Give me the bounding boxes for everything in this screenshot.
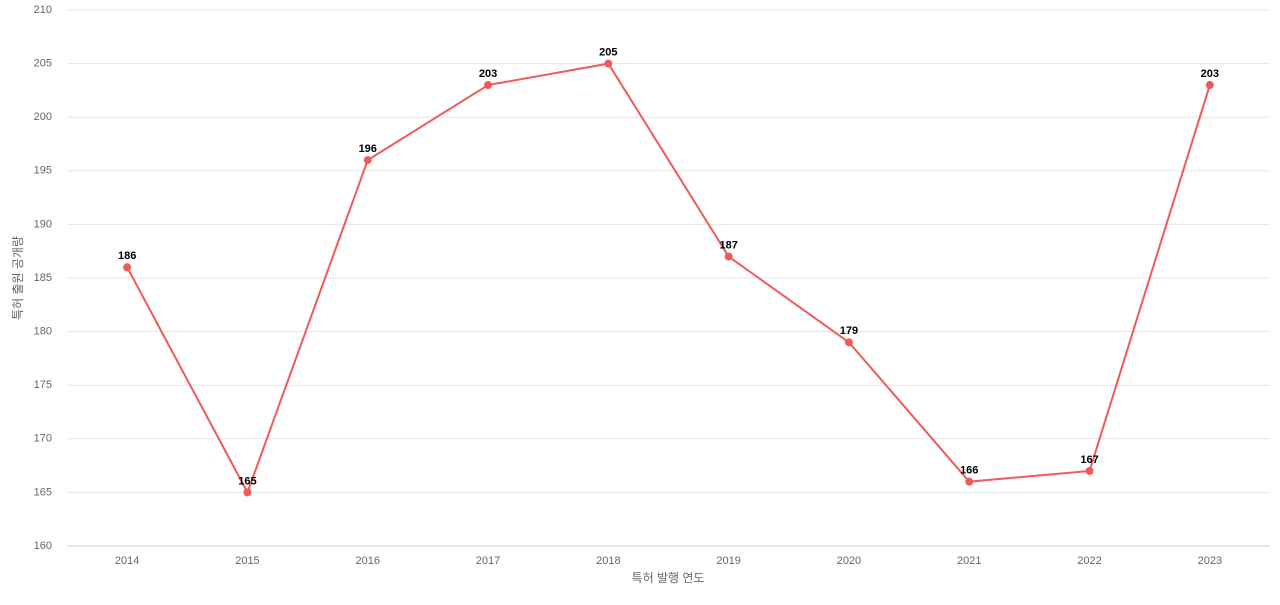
data-label: 186 xyxy=(118,250,136,262)
data-label: 166 xyxy=(960,465,978,477)
data-label: 196 xyxy=(359,143,377,155)
x-axis-label: 특허 발행 연도 xyxy=(632,570,705,585)
data-label: 203 xyxy=(479,68,497,80)
x-tick-label: 2018 xyxy=(596,555,620,567)
y-tick-label: 165 xyxy=(34,486,52,498)
y-tick-label: 180 xyxy=(34,326,52,338)
x-tick-label: 2019 xyxy=(716,555,740,567)
y-tick-label: 160 xyxy=(34,540,52,552)
x-tick-label: 2016 xyxy=(356,555,380,567)
data-point xyxy=(844,338,853,347)
data-label: 167 xyxy=(1080,454,1098,466)
data-point xyxy=(965,477,974,486)
data-label: 187 xyxy=(719,239,737,251)
data-label: 203 xyxy=(1201,68,1219,80)
data-point xyxy=(243,488,252,497)
x-tick-label: 2021 xyxy=(957,555,981,567)
data-point xyxy=(363,156,372,165)
y-tick-label: 190 xyxy=(34,218,52,230)
x-tick-label: 2014 xyxy=(115,555,139,567)
x-tick-label: 2020 xyxy=(837,555,861,567)
y-axis-label: 특허 출원 공개량 xyxy=(11,236,25,320)
data-point xyxy=(1085,466,1094,475)
x-tick-label: 2015 xyxy=(235,555,259,567)
series-line xyxy=(126,62,1211,495)
y-tick-label: 175 xyxy=(34,379,52,391)
data-point xyxy=(724,252,733,261)
y-tick-label: 185 xyxy=(34,272,52,284)
data-point xyxy=(604,59,613,68)
data-label: 205 xyxy=(599,47,617,59)
y-tick-label: 200 xyxy=(34,111,52,123)
x-tick-label: 2023 xyxy=(1198,555,1222,567)
y-tick-label: 210 xyxy=(34,4,52,16)
x-tick-label: 2022 xyxy=(1077,555,1101,567)
data-point xyxy=(1205,81,1214,90)
y-tick-label: 205 xyxy=(34,58,52,70)
data-point xyxy=(123,263,132,272)
x-tick-label: 2017 xyxy=(476,555,500,567)
y-tick-label: 195 xyxy=(34,165,52,177)
data-label: 165 xyxy=(238,475,256,487)
data-label: 179 xyxy=(840,325,858,337)
data-point xyxy=(484,81,493,90)
y-tick-label: 170 xyxy=(34,433,52,445)
